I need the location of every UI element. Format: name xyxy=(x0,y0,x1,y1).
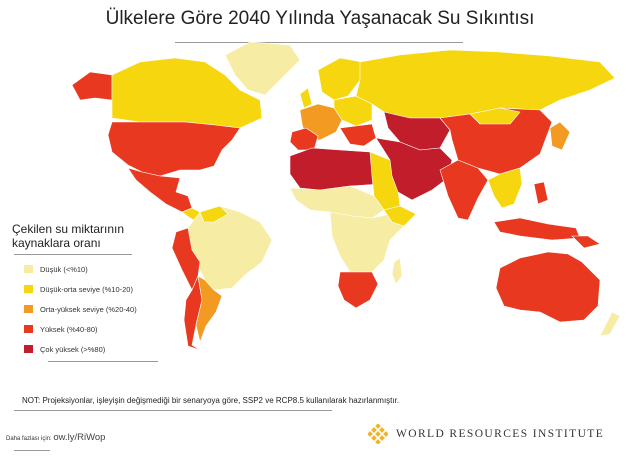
region-canada xyxy=(111,57,263,129)
region-balkans xyxy=(339,123,377,147)
footnote-divider xyxy=(14,410,332,411)
legend-item-high: Yüksek (%40-80) xyxy=(24,319,152,339)
region-greenland xyxy=(224,41,301,96)
footnote: NOT: Projeksiyonlar, işleyişin değişmedi… xyxy=(22,396,400,405)
wri-logo: WORLD RESOURCES INSTITUTE xyxy=(368,424,604,444)
region-southeast-asia xyxy=(487,167,523,209)
legend-swatch xyxy=(24,285,33,293)
region-uk xyxy=(299,87,313,109)
legend-label: Çok yüksek (>%80) xyxy=(40,344,106,354)
region-scandinavia xyxy=(317,57,363,101)
legend-item-low: Düşük (<%10) xyxy=(24,259,152,279)
legend: Çekilen su miktarının kaynaklara oranı D… xyxy=(12,222,158,362)
legend-label: Düşük (<%10) xyxy=(40,264,88,274)
region-horn-africa xyxy=(383,205,417,227)
legend-bottom-divider xyxy=(48,361,158,362)
wri-lattice-icon xyxy=(368,424,388,444)
legend-swatch xyxy=(24,345,33,353)
legend-item-low-medium: Düşük-orta seviye (%10-20) xyxy=(24,279,152,299)
region-russia xyxy=(355,49,616,119)
region-korea-japan xyxy=(549,121,571,151)
region-middle-east xyxy=(375,137,453,201)
legend-divider xyxy=(14,254,132,255)
region-madagascar xyxy=(391,257,403,285)
region-australia xyxy=(495,251,601,323)
legend-title-line1: Çekilen su miktarının xyxy=(12,222,125,236)
legend-swatch xyxy=(24,325,33,333)
region-southern-africa xyxy=(337,271,379,309)
legend-swatch xyxy=(24,305,33,313)
map-title: Ülkelere Göre 2040 Yılında Yaşanacak Su … xyxy=(105,8,535,29)
more-info: Daha fazlası için: ow.ly/RiWop xyxy=(6,432,105,443)
legend-label: Yüksek (%40-80) xyxy=(40,324,98,334)
region-argentina xyxy=(195,275,223,343)
region-venezuela xyxy=(199,205,229,223)
legend-label: Düşük-orta seviye (%10-20) xyxy=(40,284,133,294)
region-papua xyxy=(571,235,601,249)
legend-label: Orta-yüksek seviye (%20-40) xyxy=(40,304,137,314)
region-usa xyxy=(107,121,241,177)
region-indonesia xyxy=(493,217,581,241)
region-china xyxy=(439,107,553,175)
more-info-label: Daha fazlası için: xyxy=(6,436,52,442)
title-divider xyxy=(175,42,463,43)
region-philippines xyxy=(533,181,549,205)
region-alaska xyxy=(71,71,113,101)
legend-swatch xyxy=(24,265,33,273)
more-info-link[interactable]: ow.ly/RiWop xyxy=(53,432,106,443)
legend-item-medium-high: Orta-yüksek seviye (%20-40) xyxy=(24,299,152,319)
region-new-zealand xyxy=(599,311,621,337)
legend-title-line2: kaynaklara oranı xyxy=(12,236,101,250)
legend-item-very-high: Çok yüksek (>%80) xyxy=(24,339,152,359)
region-mexico xyxy=(127,167,193,213)
wri-logo-text: WORLD RESOURCES INSTITUTE xyxy=(396,428,605,440)
region-central-africa xyxy=(329,211,405,273)
region-mongolia xyxy=(469,107,521,125)
more-info-divider xyxy=(14,450,50,451)
